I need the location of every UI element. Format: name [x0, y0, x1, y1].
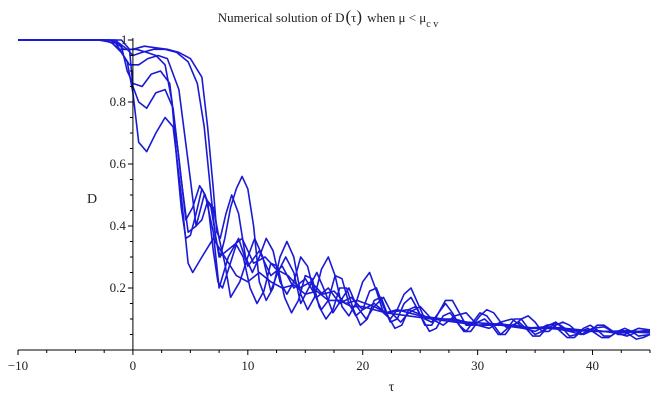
y-tick-label: 0.6 [110, 156, 127, 171]
chart-title-subscript: c v [426, 19, 438, 30]
x-tick-label: 10 [241, 358, 254, 373]
x-tick-label: 30 [471, 358, 484, 373]
x-tick-label: 0 [130, 358, 137, 373]
ticks-layer: −10 0 10 20 30 40 0.2 0.4 0.6 0.8 1 [8, 32, 651, 373]
y-tick-label: 0.8 [110, 94, 126, 109]
chart-title: Numerical solution of D(τ) when μ < μc v [218, 7, 438, 30]
chart-title-when: when μ < μ [367, 10, 426, 25]
x-tick-label: −10 [8, 358, 28, 373]
chart-title-paren-open: ( [346, 7, 352, 26]
x-tick-label: 40 [586, 358, 599, 373]
y-tick-label: 0.4 [110, 218, 127, 233]
series-line-6 [18, 39, 651, 337]
series-line-7 [18, 39, 651, 340]
series-line-4 [18, 39, 651, 337]
chart-title-arg: τ [351, 10, 356, 25]
x-tick-label: 20 [356, 358, 369, 373]
x-axis-label: τ [389, 380, 395, 395]
y-tick-label: 0.2 [110, 280, 126, 295]
series-layer [18, 39, 651, 340]
series-line-5 [18, 39, 651, 336]
y-tick-label-top: 1 [121, 32, 128, 47]
chart-title-paren-close: ) [356, 7, 362, 26]
chart-title-main: Numerical solution of D [218, 10, 345, 25]
y-axis-label: D [87, 192, 97, 207]
